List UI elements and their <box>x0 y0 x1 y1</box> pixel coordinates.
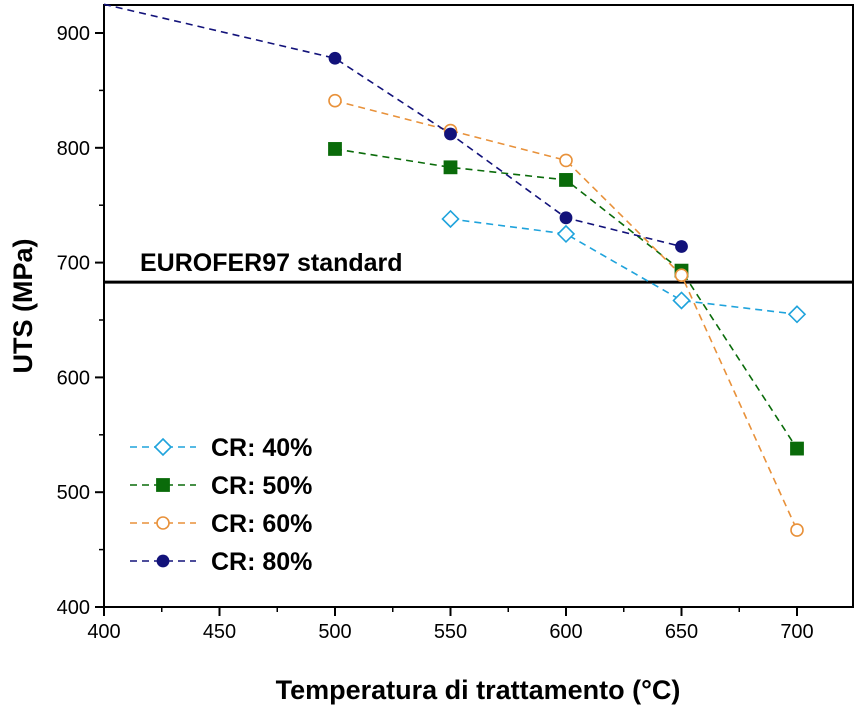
x-tick-label: 700 <box>780 621 813 643</box>
data-point-marker <box>328 93 342 108</box>
y-tick-label: 600 <box>57 367 90 389</box>
y-tick-label: 500 <box>57 482 90 504</box>
legend-label: CR: 50% <box>211 472 312 500</box>
data-point-marker <box>790 523 804 537</box>
data-point-marker <box>156 478 170 492</box>
series-line <box>334 99 798 531</box>
series-4 <box>103 3 688 253</box>
x-tick-label: 500 <box>318 621 351 643</box>
data-point-marker <box>675 240 688 253</box>
y-axis-title: UTS (MPa) <box>8 239 38 374</box>
legend-item: CR: 60% <box>130 510 312 538</box>
series-line <box>450 218 798 316</box>
y-tick-label: 700 <box>57 253 90 275</box>
data-point-marker <box>559 173 573 187</box>
x-tick-label: 400 <box>87 621 120 643</box>
x-tick-label: 550 <box>434 621 467 643</box>
series-layer <box>103 3 807 537</box>
data-point-marker <box>559 153 573 168</box>
x-axis-title: Temperatura di trattamento (°C) <box>276 675 681 705</box>
legend-item: CR: 50% <box>130 472 312 500</box>
series-2 <box>328 142 804 456</box>
data-point-marker <box>787 305 807 324</box>
x-tick-label: 450 <box>203 621 236 643</box>
legend-label: CR: 80% <box>211 548 312 576</box>
data-point-marker <box>443 160 458 175</box>
data-point-marker <box>153 437 173 457</box>
x-tick-label: 650 <box>665 621 698 643</box>
data-point-marker <box>559 211 573 225</box>
reference-label: EUROFER97 standard <box>140 249 403 277</box>
data-point-marker <box>444 127 457 141</box>
legend: CR: 40% CR: 50% CR: 60% CR: 80% <box>130 434 312 576</box>
legend-label: CR: 60% <box>211 510 312 538</box>
legend-item: CR: 40% <box>130 434 312 462</box>
data-point-marker <box>156 516 170 530</box>
data-point-marker <box>156 554 170 568</box>
y-tick-label: 400 <box>57 597 90 619</box>
data-point-marker <box>672 291 691 310</box>
y-tick-label: 900 <box>57 23 90 45</box>
x-tick-label: 600 <box>549 621 582 643</box>
series-3 <box>328 93 804 537</box>
data-point-marker <box>674 268 689 283</box>
data-point-marker <box>328 142 342 156</box>
series-1 <box>441 209 807 324</box>
legend-label: CR: 40% <box>211 434 312 462</box>
legend-item: CR: 80% <box>130 548 312 576</box>
data-point-marker <box>441 209 460 229</box>
data-point-marker <box>328 51 342 65</box>
reference-layer: EUROFER97 standard <box>104 249 853 284</box>
plot-area <box>103 4 854 608</box>
data-point-marker <box>556 224 576 244</box>
data-point-marker <box>790 441 804 456</box>
ticks-layer: 400 450 500 550 600 650 700 400 500 600 700 800 900 <box>57 23 814 643</box>
y-tick-label: 800 <box>57 138 90 160</box>
